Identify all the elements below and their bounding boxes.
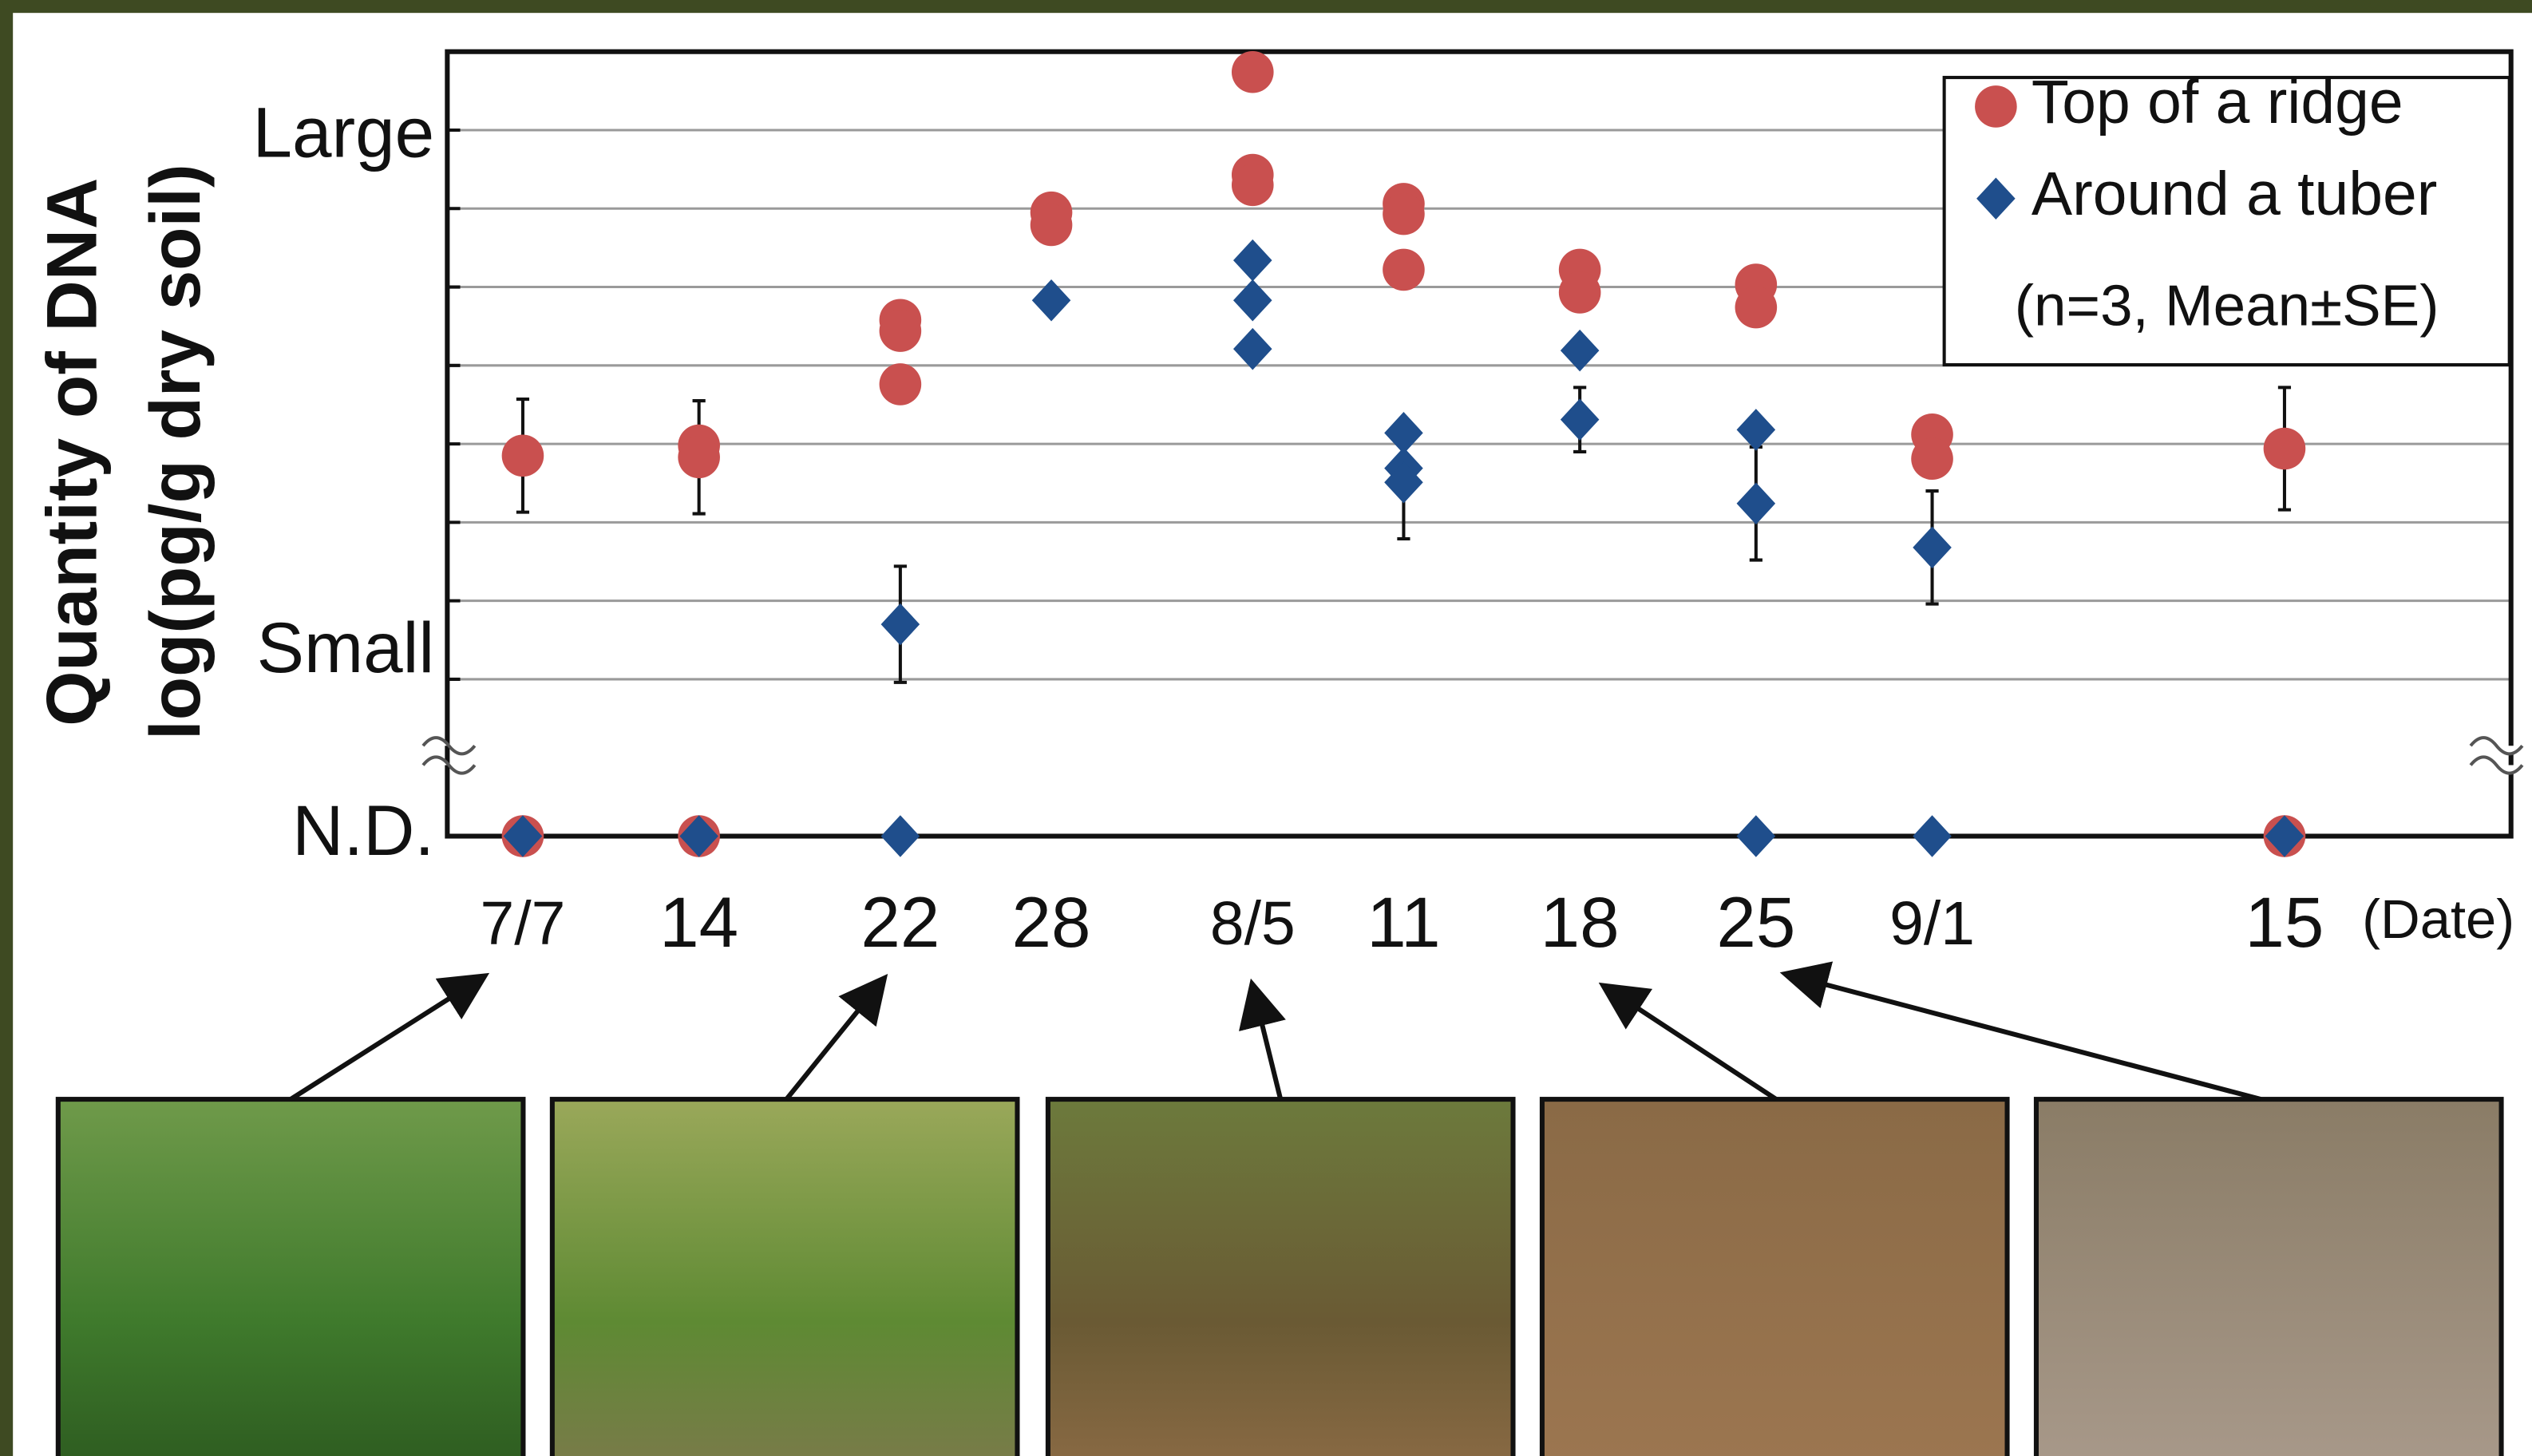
point [678,437,720,479]
point [1031,204,1073,247]
x-tick-label: 11 [1367,882,1440,962]
legend-label: Top of a ridge [2032,68,2403,136]
x-tick-label: 18 [1541,882,1620,962]
point [1383,249,1425,291]
legend-marker [1975,85,2017,128]
x-tick-label: 25 [1716,882,1795,962]
x-tick-label: 8/5 [1210,889,1296,958]
point [880,363,922,406]
point [1735,287,1778,329]
photo [1542,1099,2008,1456]
x-tick-label: 15 [2245,882,2324,962]
photo [552,1099,1018,1456]
x-axis-title: (Date) [2362,888,2514,950]
x-tick-label: 22 [860,882,940,962]
note: (n=3, Mean±SE) [2015,274,2439,338]
page: {"chart_data": { "type": "scatter", "y_l… [0,0,2532,1456]
y-tick-label: N.D. [292,790,434,870]
y-axis-title: Quantity of DNA [32,178,112,726]
y-tick-label: Small [257,607,435,687]
y-axis-title: log(pg/g dry soil) [135,164,215,740]
x-tick-label: 7/7 [481,889,566,958]
point [1232,164,1274,206]
photo [2036,1099,2502,1456]
point [502,435,544,477]
x-tick-label: 9/1 [1889,889,1975,958]
point [880,310,922,352]
x-tick-label: 28 [1012,882,1091,962]
point [1559,271,1601,314]
photo [58,1099,524,1456]
photo [1048,1099,1513,1456]
point [1911,437,1953,480]
y-tick-label: Large [253,92,435,172]
photos [58,1099,2502,1456]
chart: Large Small N.D. 7/7 14 22 28 8/5 11 18 25 9/1 15 Qu… [0,0,2532,1456]
point [1232,51,1274,93]
point [2264,428,2306,470]
legend: Top of a ridge Around a tuber (n=3, Mean±S… [1944,68,2510,365]
point [1383,193,1425,235]
x-tick-label: 14 [659,882,738,962]
legend-label: Around a tuber [2032,160,2437,228]
